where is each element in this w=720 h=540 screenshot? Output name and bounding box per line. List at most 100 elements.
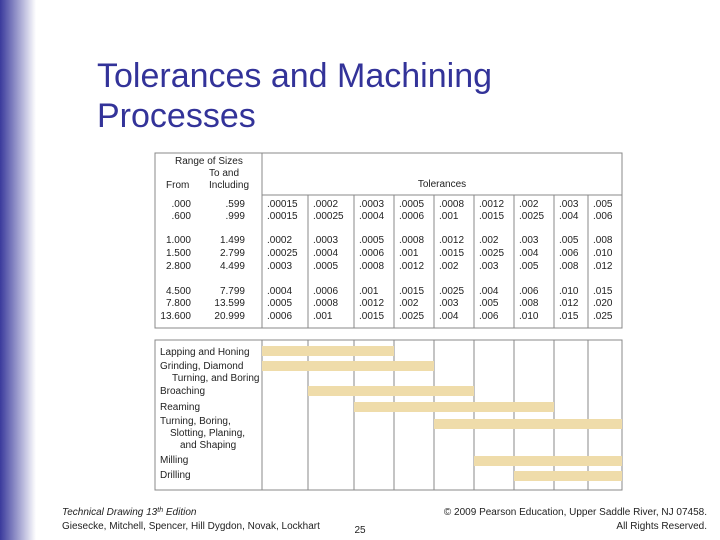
- cell-tolerance: .0015: [479, 211, 504, 222]
- cell-from: 4.500: [166, 286, 191, 297]
- header-to: To and: [209, 168, 239, 179]
- cell-tolerance: .002: [519, 199, 539, 210]
- cell-tolerance: .0015: [439, 248, 464, 259]
- cell-tolerance: .008: [519, 298, 539, 309]
- cell-tolerance: .003: [479, 261, 499, 272]
- cell-tolerance: .0006: [359, 248, 384, 259]
- cell-tolerance: .0012: [359, 298, 384, 309]
- process-bar: [308, 386, 474, 396]
- cell-to: 1.499: [220, 235, 245, 246]
- cell-from: 1.000: [166, 235, 191, 246]
- cell-tolerance: .0015: [359, 311, 384, 322]
- cell-tolerance: .0008: [359, 261, 384, 272]
- cell-tolerance: .0025: [399, 311, 424, 322]
- cell-tolerance: .002: [439, 261, 459, 272]
- cell-tolerance: .0002: [313, 199, 338, 210]
- process-label: Reaming: [160, 402, 200, 413]
- cell-tolerance: .0025: [439, 286, 464, 297]
- cell-tolerance: .0008: [439, 199, 464, 210]
- cell-tolerance: .012: [559, 298, 579, 309]
- cell-to: 13.599: [214, 298, 245, 309]
- cell-tolerance: .0005: [399, 199, 424, 210]
- cell-tolerance: .0006: [399, 211, 424, 222]
- cell-tolerance: .005: [559, 235, 579, 246]
- footer-rights: All Rights Reserved.: [616, 521, 707, 532]
- cell-tolerance: .00015: [267, 211, 298, 222]
- cell-tolerance: .004: [479, 286, 499, 297]
- process-bar: [262, 346, 394, 356]
- header-from: From: [166, 180, 189, 191]
- cell-tolerance: .020: [593, 298, 613, 309]
- cell-tolerance: .003: [559, 199, 579, 210]
- cell-tolerance: .0002: [267, 235, 292, 246]
- process-label: Drilling: [160, 470, 191, 481]
- cell-tolerance: .001: [313, 311, 333, 322]
- cell-tolerance: .0008: [313, 298, 338, 309]
- process-label: Turning, and Boring: [172, 373, 259, 384]
- process-bar: [434, 419, 622, 429]
- cell-tolerance: .010: [593, 248, 613, 259]
- cell-tolerance: .0004: [267, 286, 292, 297]
- cell-tolerance: .00025: [313, 211, 344, 222]
- cell-tolerance: .0012: [439, 235, 464, 246]
- process-label: and Shaping: [180, 440, 236, 451]
- cell-tolerance: .0006: [267, 311, 292, 322]
- cell-tolerance: .0012: [399, 261, 424, 272]
- cell-tolerance: .0003: [359, 199, 384, 210]
- cell-tolerance: .0006: [313, 286, 338, 297]
- process-label: Lapping and Honing: [160, 347, 250, 358]
- process-frame: [154, 339, 623, 491]
- process-bar: [262, 361, 434, 371]
- cell-tolerance: .015: [593, 286, 613, 297]
- cell-tolerance: .00025: [267, 248, 298, 259]
- cell-tolerance: .0015: [399, 286, 424, 297]
- side-band: [0, 0, 36, 540]
- cell-tolerance: .0004: [359, 211, 384, 222]
- cell-tolerance: .0025: [519, 211, 544, 222]
- header-tolerances: Tolerances: [418, 179, 466, 190]
- cell-tolerance: .005: [593, 199, 613, 210]
- cell-to: 4.499: [220, 261, 245, 272]
- footer-book-part: Edition: [163, 507, 197, 518]
- cell-tolerance: .005: [519, 261, 539, 272]
- cell-from: 2.800: [166, 261, 191, 272]
- cell-tolerance: .0008: [399, 235, 424, 246]
- cell-tolerance: .002: [479, 235, 499, 246]
- cell-tolerance: .008: [559, 261, 579, 272]
- cell-to: .599: [226, 199, 246, 210]
- cell-to: 20.999: [214, 311, 245, 322]
- process-label: Milling: [160, 455, 188, 466]
- header-to: Including: [209, 180, 249, 191]
- cell-tolerance: .0025: [479, 248, 504, 259]
- footer-authors: Giesecke, Mitchell, Spencer, Hill Dygdon…: [62, 521, 320, 532]
- cell-tolerance: .015: [559, 311, 579, 322]
- process-label: Turning, Boring,: [160, 416, 231, 427]
- cell-tolerance: .004: [519, 248, 539, 259]
- cell-tolerance: .001: [359, 286, 379, 297]
- cell-tolerance: .025: [593, 311, 613, 322]
- cell-tolerance: .004: [439, 311, 459, 322]
- cell-tolerance: .0005: [359, 235, 384, 246]
- cell-tolerance: .003: [439, 298, 459, 309]
- cell-from: .000: [172, 199, 192, 210]
- cell-tolerance: .010: [519, 311, 539, 322]
- cell-tolerance: .0005: [267, 298, 292, 309]
- cell-to: 7.799: [220, 286, 245, 297]
- cell-tolerance: .006: [479, 311, 499, 322]
- footer-copyright: © 2009 Pearson Education, Upper Saddle R…: [444, 507, 707, 518]
- cell-tolerance: .006: [593, 211, 613, 222]
- cell-from: .600: [172, 211, 192, 222]
- cell-tolerance: .005: [479, 298, 499, 309]
- cell-tolerance: .012: [593, 261, 613, 272]
- cell-tolerance: .0003: [267, 261, 292, 272]
- header-range: Range of Sizes: [175, 156, 243, 167]
- cell-tolerance: .006: [559, 248, 579, 259]
- process-bar: [474, 456, 622, 466]
- process-label: Slotting, Planing,: [170, 428, 245, 439]
- process-label: Broaching: [160, 386, 205, 397]
- footer-book-part: th: [157, 507, 163, 514]
- process-bar: [354, 402, 554, 412]
- cell-to: .999: [226, 211, 246, 222]
- table-frame: [154, 152, 623, 329]
